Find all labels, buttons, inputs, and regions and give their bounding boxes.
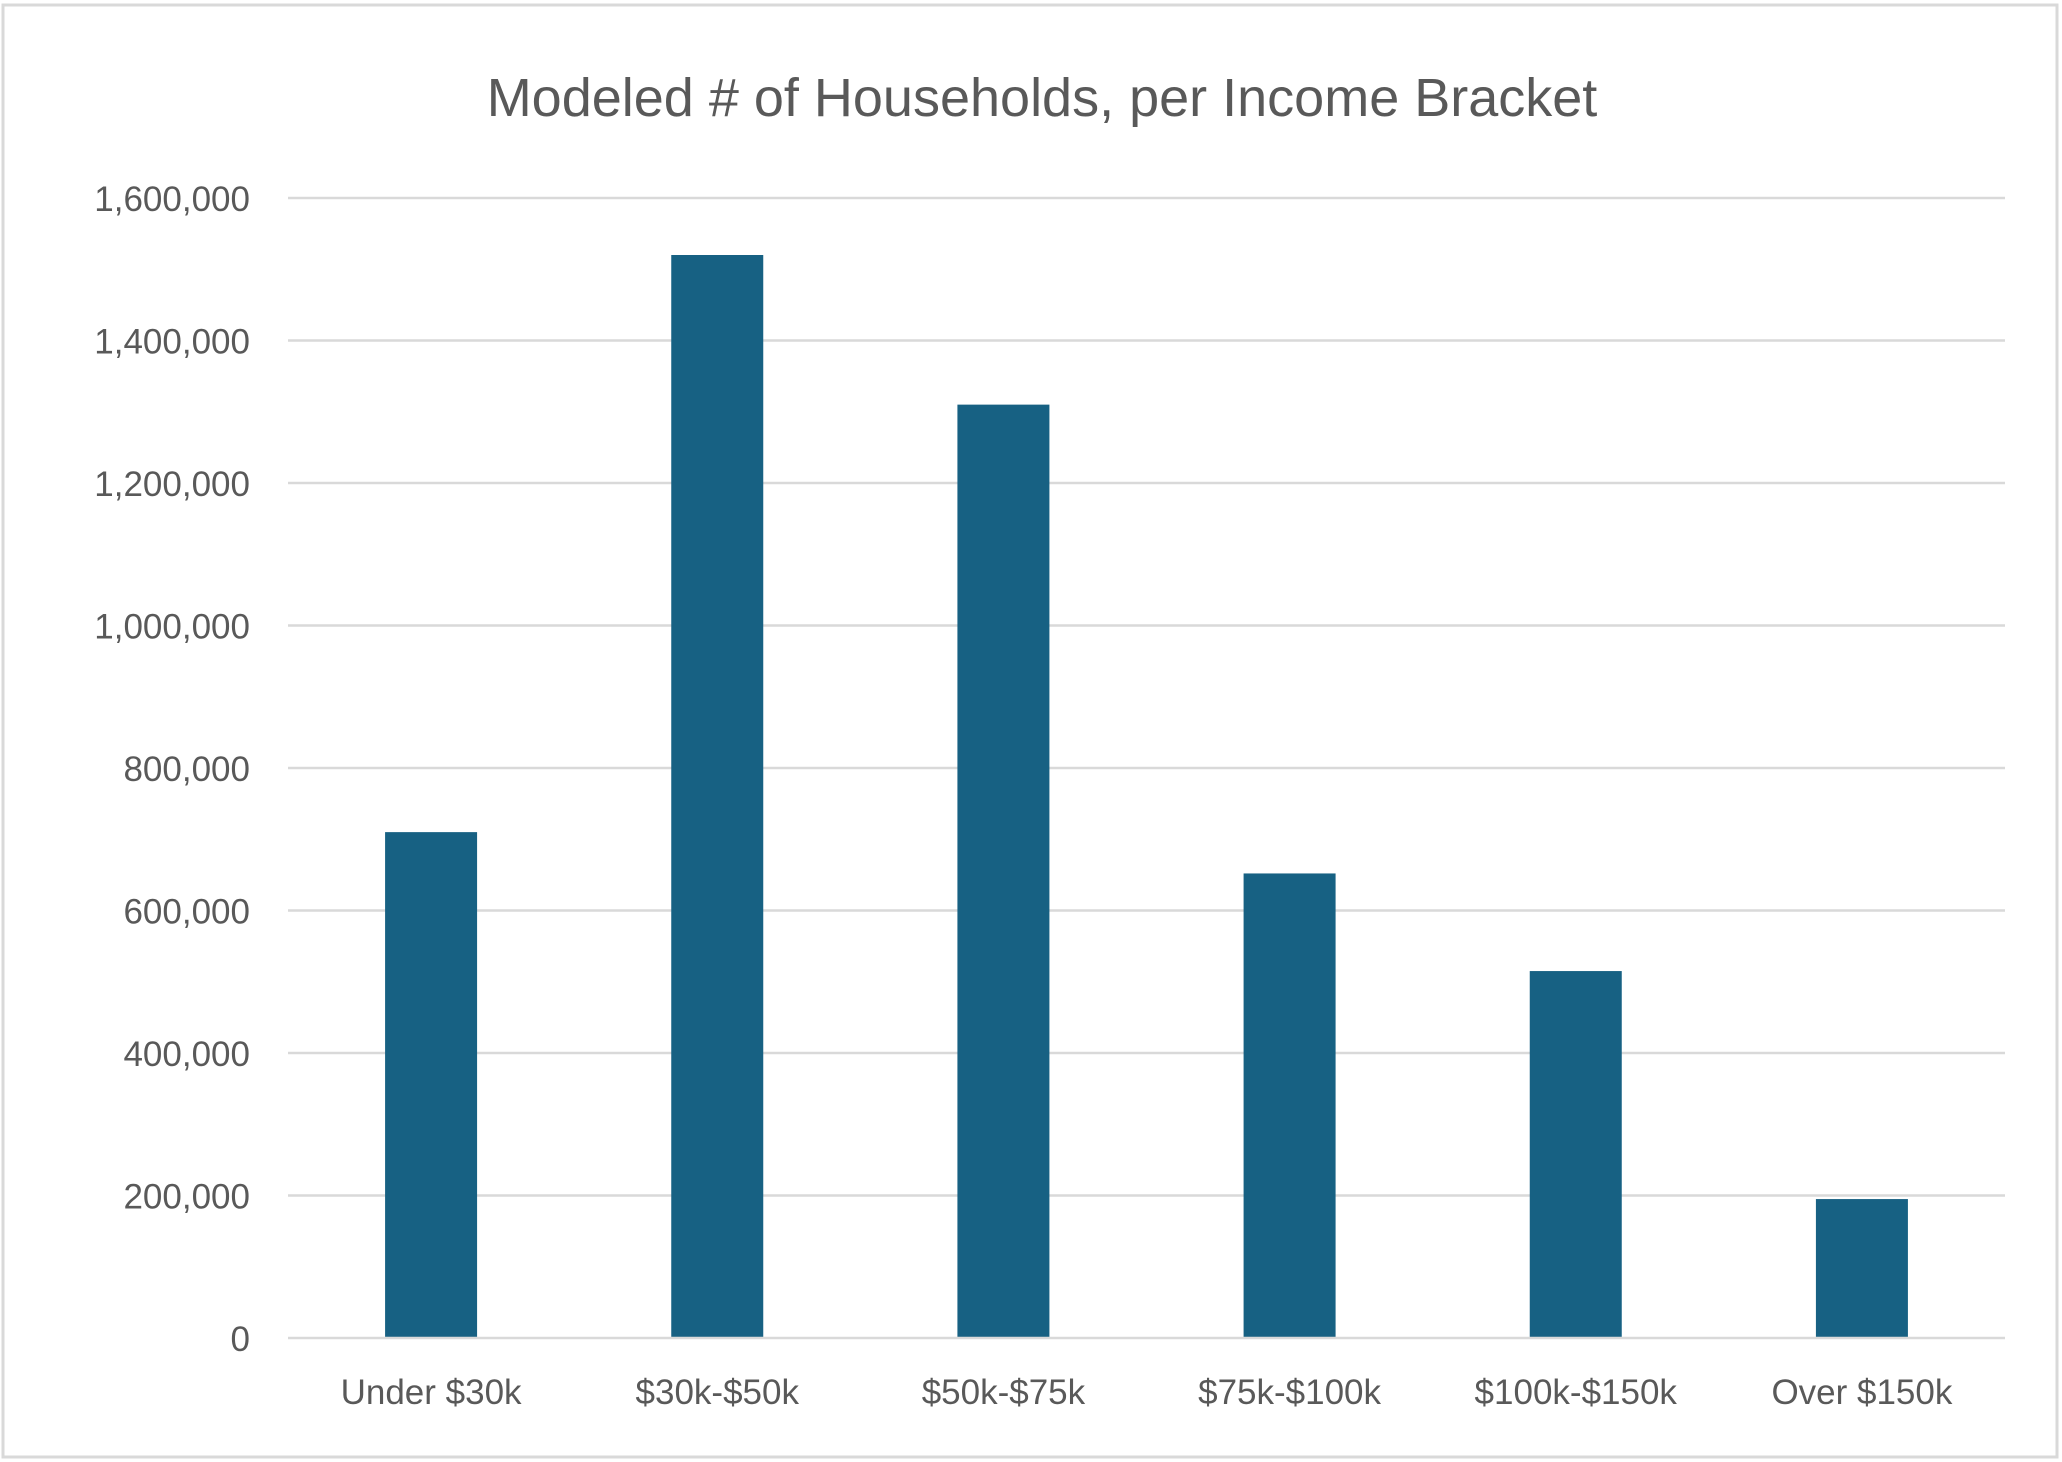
y-tick-label: 1,400,000	[94, 323, 250, 362]
bar[interactable]	[385, 832, 478, 1338]
y-tick-label: 200,000	[123, 1178, 250, 1217]
y-tick-label: 0	[231, 1320, 250, 1359]
x-tick-label: $50k-$75k	[922, 1373, 1086, 1412]
chart-title: Modeled # of Households, per Income Brac…	[487, 68, 1598, 128]
y-tick-label: 1,000,000	[94, 608, 250, 647]
x-tick-label: Over $150k	[1771, 1373, 1952, 1412]
axes: 0 200,000 400,000 600,000 800,000 1,000,000 1,…	[94, 180, 2005, 1412]
y-tick-label: 1,200,000	[94, 465, 250, 504]
x-tick-label: $75k-$100k	[1198, 1373, 1381, 1412]
y-tick-label: 1,600,000	[94, 180, 250, 219]
gridlines	[288, 196, 2005, 1197]
bar[interactable]	[1815, 1199, 1908, 1338]
x-tick-label: Under $30k	[341, 1373, 522, 1412]
y-tick-label: 400,000	[123, 1035, 250, 1074]
x-tick-label: $100k-$150k	[1475, 1373, 1678, 1412]
bar[interactable]	[957, 404, 1050, 1338]
bar[interactable]	[671, 255, 764, 1338]
bars	[385, 255, 1908, 1338]
y-tick-label: 600,000	[123, 893, 250, 932]
x-tick-label: $30k-$50k	[636, 1373, 800, 1412]
bar[interactable]	[1243, 873, 1336, 1338]
bar[interactable]	[1529, 971, 1622, 1338]
y-tick-label: 800,000	[123, 750, 250, 789]
